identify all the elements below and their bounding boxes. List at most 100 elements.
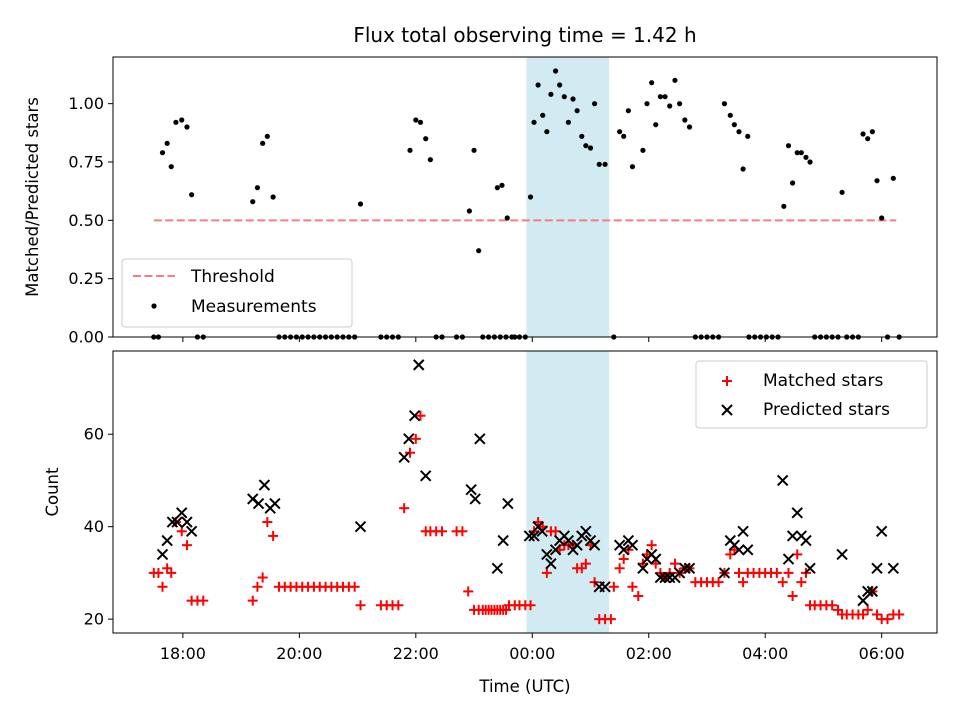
bottom-panel: 20 40 60 Count Matched stars Predicted sta… xyxy=(43,350,938,634)
predicted-star-point xyxy=(403,433,415,445)
predicted-star-point xyxy=(626,539,639,551)
matched-star-point xyxy=(399,503,410,514)
predicted-star-point xyxy=(258,479,271,491)
measurement-point xyxy=(789,180,796,186)
bottom-y-tick-label: 20 xyxy=(84,610,104,629)
matched-star-point xyxy=(627,581,638,592)
matched-star-point xyxy=(198,595,209,606)
measurement-point xyxy=(682,117,688,123)
top-highlight-span xyxy=(526,57,610,337)
measurement-point xyxy=(504,215,510,221)
matched-star-point xyxy=(787,591,798,602)
predicted-star-point xyxy=(523,530,536,542)
predicted-star-point xyxy=(718,567,731,579)
predicted-star-point xyxy=(185,525,198,538)
matched-star-point xyxy=(252,581,263,592)
measurement-point xyxy=(860,131,866,137)
chart-title: Flux total observing time = 1.42 h xyxy=(353,23,696,47)
x-tick-label: 02:00 xyxy=(626,644,672,663)
matched-star-point xyxy=(614,563,625,574)
predicted-star-point xyxy=(650,553,662,565)
measurement-point xyxy=(531,119,537,125)
legend-predicted-marker xyxy=(721,404,733,416)
predicted-star-point xyxy=(836,548,848,561)
measurement-point xyxy=(476,248,482,254)
measurement-point xyxy=(184,124,190,130)
predicted-star-point xyxy=(800,534,812,547)
predicted-star-point xyxy=(875,525,888,538)
measurement-point xyxy=(740,166,746,172)
x-tick-label: 22:00 xyxy=(393,644,439,663)
predicted-star-point xyxy=(733,544,745,556)
legend-matched-marker xyxy=(722,376,732,386)
measurement-point xyxy=(721,101,728,107)
measurement-point xyxy=(527,194,534,200)
measurement-point xyxy=(731,122,737,128)
bottom-y-tick-label: 60 xyxy=(84,425,104,444)
predicted-star-point xyxy=(617,544,630,556)
predicted-star-point xyxy=(497,534,509,547)
measurement-point xyxy=(583,143,589,149)
predicted-star-point xyxy=(420,470,432,482)
measurement-point xyxy=(591,101,598,107)
predicted-star-point xyxy=(541,548,553,561)
measurement-point xyxy=(798,150,804,156)
measurement-point xyxy=(260,140,266,146)
matched-star-point xyxy=(437,526,448,537)
measurement-point xyxy=(865,136,871,142)
x-tick-label: 06:00 xyxy=(859,644,905,663)
matched-star-point xyxy=(257,572,268,583)
matched-star-point xyxy=(777,577,788,588)
predicted-star-point xyxy=(871,562,883,574)
predicted-star-point xyxy=(588,539,601,551)
measurement-point xyxy=(625,108,631,114)
matched-star-point xyxy=(410,433,421,444)
matched-star-point xyxy=(268,530,279,541)
bottom-y-tick-label: 40 xyxy=(84,517,104,536)
top-axes-frame xyxy=(112,56,938,338)
predicted-star-point xyxy=(469,493,481,505)
measurement-point xyxy=(423,136,429,142)
predicted-star-point xyxy=(599,581,611,593)
measurement-point xyxy=(173,119,179,125)
measurement-point xyxy=(839,189,845,195)
measurement-point xyxy=(570,96,576,102)
predicted-star-point xyxy=(776,474,789,487)
x-tick-label: 18:00 xyxy=(160,644,206,663)
measurement-point xyxy=(785,143,792,149)
matched-star-point xyxy=(862,604,873,615)
measurement-point xyxy=(781,203,787,209)
top-y-tick-label: 1.00 xyxy=(68,94,104,113)
predicted-star-point xyxy=(664,571,676,584)
measurement-point xyxy=(602,161,608,167)
measurement-point xyxy=(254,185,261,191)
predicted-star-point xyxy=(549,544,562,556)
bottom-axes-frame xyxy=(112,350,938,634)
measurement-point xyxy=(677,101,683,107)
matched-star-point xyxy=(618,554,629,565)
measurement-point xyxy=(879,215,885,221)
measurement-point xyxy=(179,117,185,123)
measurement-point xyxy=(794,150,800,156)
predicted-star-point xyxy=(502,497,514,510)
measurement-point xyxy=(653,122,659,128)
predicted-star-point xyxy=(465,483,477,496)
matched-star-point xyxy=(176,526,187,537)
matched-star-point xyxy=(894,609,905,620)
matched-star-point xyxy=(608,581,619,592)
predicted-star-point xyxy=(861,585,874,598)
legend-matched-label: Matched stars xyxy=(763,371,883,391)
measurement-point xyxy=(890,175,896,181)
matched-star-point xyxy=(541,567,552,578)
measurement-point xyxy=(427,157,433,163)
legend-matched-swatch xyxy=(722,376,732,386)
measurement-point xyxy=(552,68,559,74)
measurement-point xyxy=(413,117,419,123)
predicted-star-point xyxy=(742,544,754,556)
measurement-point xyxy=(617,129,623,135)
matched-star-point xyxy=(713,577,724,588)
measurement-point xyxy=(250,199,256,205)
measurement-point xyxy=(621,133,627,139)
matched-star-point xyxy=(796,577,807,588)
